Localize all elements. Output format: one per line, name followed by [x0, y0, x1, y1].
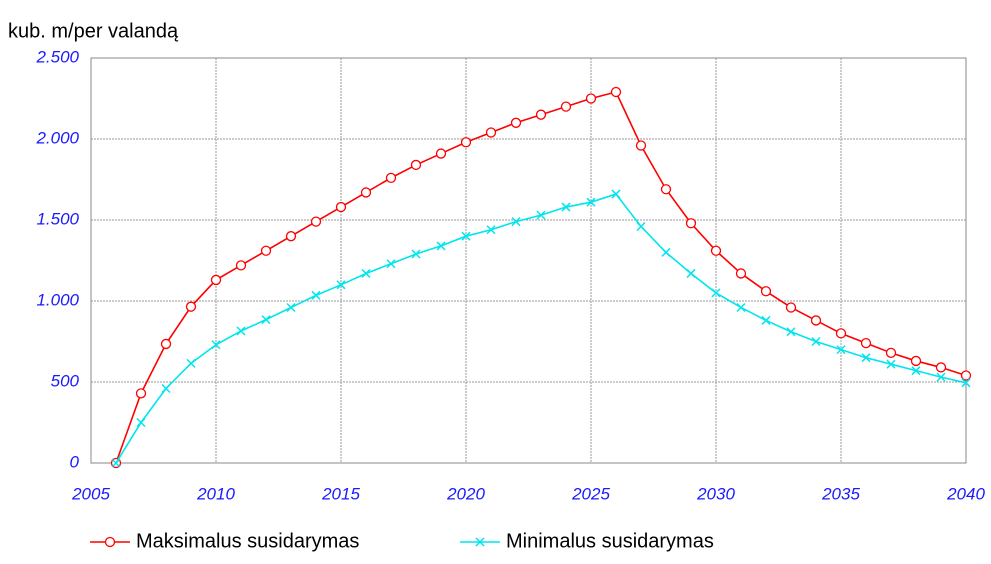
point [785, 302, 797, 313]
x-tick-label: 2030 [696, 484, 735, 503]
point [636, 221, 646, 232]
point [736, 302, 746, 313]
point [536, 210, 546, 220]
legend-marker [104, 536, 116, 548]
point [710, 245, 722, 256]
point [586, 197, 596, 207]
point [886, 359, 896, 369]
point [111, 458, 121, 468]
point [810, 315, 822, 326]
point [610, 86, 622, 98]
legend-label: Maksimalus susidarymas [136, 530, 359, 552]
point [735, 268, 747, 279]
point [660, 184, 672, 195]
x-tick-label: 2025 [571, 484, 610, 503]
point [235, 260, 247, 271]
point [910, 355, 922, 367]
point [685, 218, 697, 229]
y-tick-label: 500 [51, 371, 80, 390]
y-axis-label: kub. m/per valandą [8, 20, 179, 42]
point [436, 241, 446, 251]
point [885, 347, 897, 358]
point [961, 378, 971, 388]
point [861, 353, 871, 363]
x-tick-label: 2005 [71, 484, 110, 503]
y-tick-label: 0 [70, 452, 80, 471]
point [136, 417, 146, 428]
point [860, 337, 872, 349]
x-tick-label: 2035 [821, 484, 860, 503]
point [786, 327, 796, 337]
x-tick-label: 2010 [196, 484, 235, 503]
point [935, 362, 947, 373]
point [261, 315, 271, 325]
point [435, 148, 447, 159]
point [285, 231, 297, 242]
legend-label: Minimalus susidarymas [506, 530, 714, 552]
point [160, 338, 172, 350]
point [711, 288, 721, 298]
x-tick-label: 2040 [946, 484, 985, 503]
x-tick-label: 2015 [321, 484, 360, 503]
point [836, 345, 846, 355]
point [211, 340, 221, 350]
point [161, 383, 171, 394]
point [311, 290, 321, 300]
y-tick-label: 1.500 [36, 209, 79, 228]
point [611, 189, 621, 199]
point [336, 280, 346, 290]
series-line [115, 91, 967, 464]
point [335, 201, 347, 213]
point [360, 187, 372, 198]
point [835, 328, 847, 339]
point [486, 225, 496, 235]
y-tick-label: 2.000 [35, 128, 79, 147]
point [185, 301, 197, 312]
point [186, 358, 196, 368]
point [361, 268, 371, 278]
y-tick-label: 2.500 [35, 47, 79, 66]
point [460, 137, 472, 148]
point [561, 202, 571, 212]
point [410, 159, 422, 171]
point [585, 93, 597, 104]
point [936, 372, 946, 382]
legend-marker [475, 537, 485, 547]
point [960, 370, 972, 381]
point [510, 117, 522, 128]
point [286, 302, 296, 313]
x-tick-label: 2020 [446, 484, 485, 503]
point [260, 245, 272, 256]
point [635, 140, 647, 151]
point [236, 326, 246, 336]
point [560, 101, 572, 112]
point [310, 216, 322, 227]
point [911, 366, 921, 376]
point [210, 274, 222, 286]
plot-frame [90, 57, 967, 464]
point [661, 247, 671, 257]
y-tick-label: 1.000 [36, 290, 79, 309]
point [135, 388, 147, 399]
point [811, 336, 821, 347]
point [535, 109, 547, 120]
point [760, 286, 772, 297]
point [686, 268, 696, 278]
point [485, 127, 497, 138]
point [761, 315, 771, 325]
point [461, 231, 471, 241]
point [385, 172, 397, 184]
point [511, 217, 521, 227]
point [386, 259, 396, 269]
point [411, 249, 421, 259]
